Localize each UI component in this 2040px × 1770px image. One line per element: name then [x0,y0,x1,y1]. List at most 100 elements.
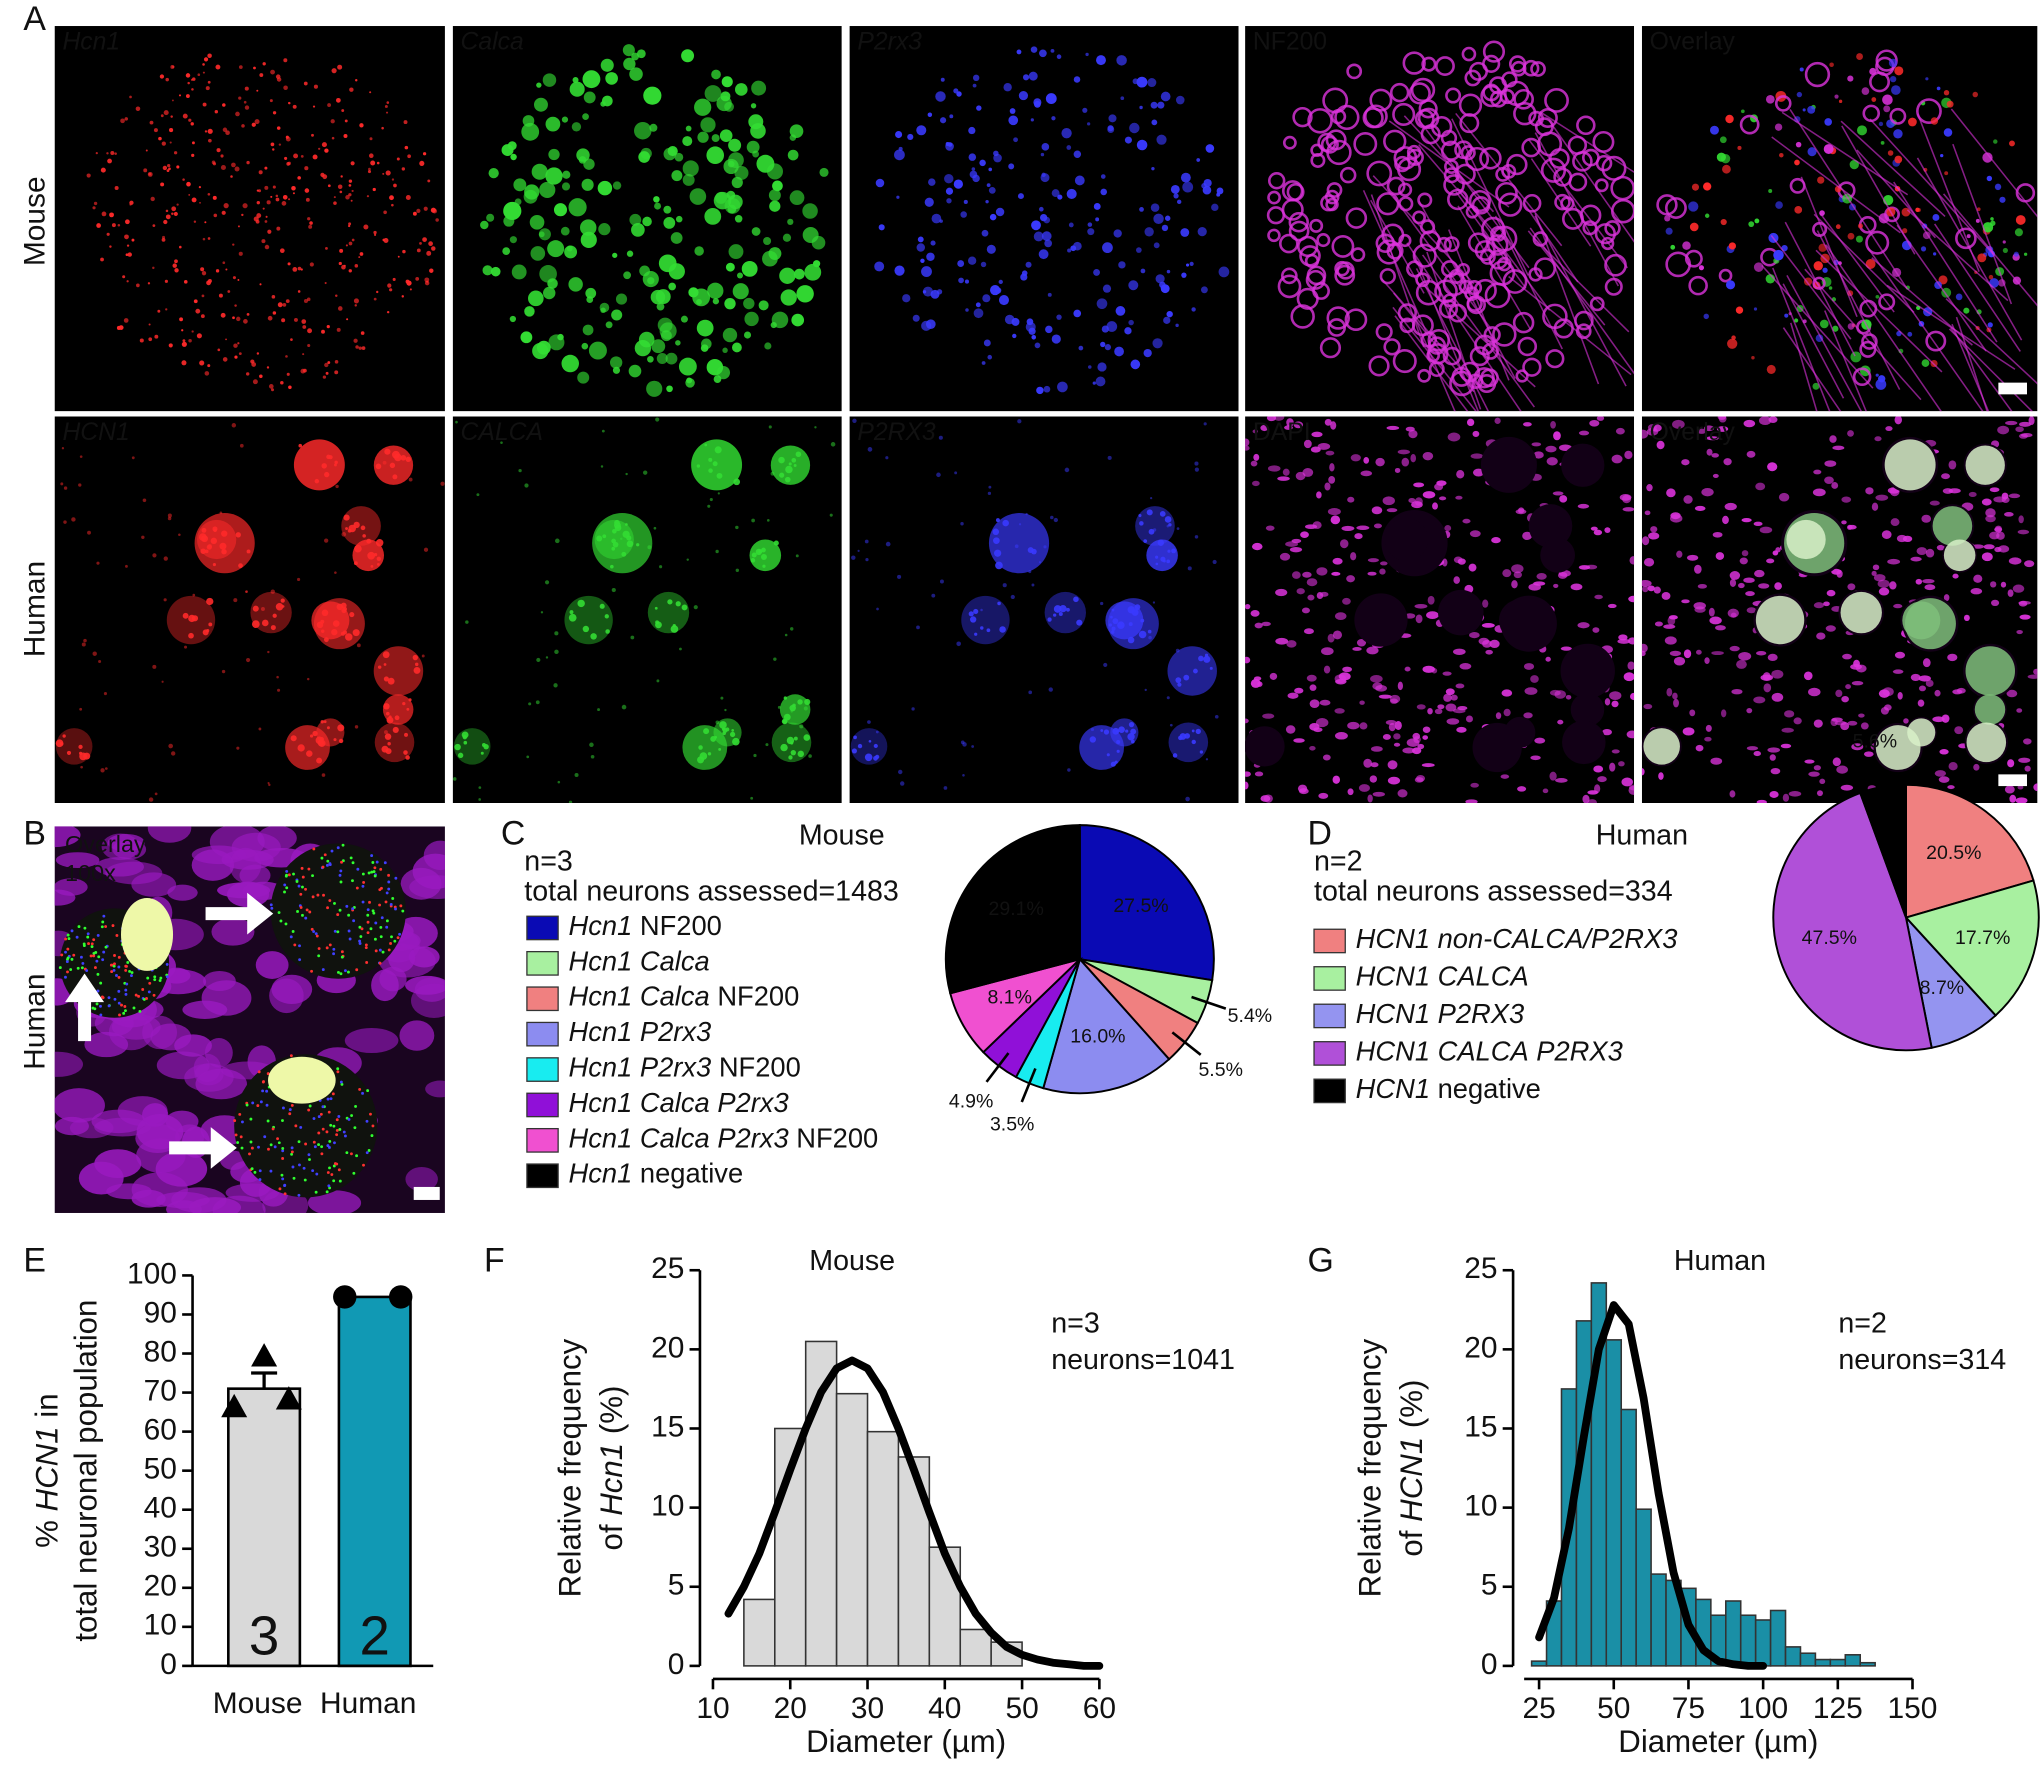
signal [182,339,186,343]
signal [1082,107,1088,113]
speckle [279,919,283,923]
signal [343,134,348,139]
nucleus [1769,754,1776,761]
speckle [1146,509,1153,516]
speckle [351,861,355,865]
speckle [992,528,1000,536]
speckle [379,935,383,939]
nucleus [106,1183,152,1200]
speckle [708,457,713,462]
signal [963,199,968,205]
cell [1350,247,1366,262]
signal [706,146,725,165]
speckle [379,867,383,871]
nucleus [1437,704,1445,710]
speckle [643,470,648,475]
nucleus [1597,776,1607,783]
panel-letter: D [1308,814,1332,852]
nucleus [54,826,81,848]
speckle [390,935,393,939]
speckle [314,478,320,484]
nucleus [1641,536,1650,546]
signal [1085,52,1089,57]
signal [252,379,258,385]
signal [1041,172,1046,178]
signal [787,218,794,226]
cell [285,725,330,770]
signal [1153,242,1160,249]
slice-label: 27.5% [1113,895,1168,917]
signal [236,316,241,322]
speckle [762,564,766,568]
signal [1887,150,1894,156]
signal [1043,216,1051,224]
signal [732,342,742,353]
speckle [317,1143,320,1147]
signal [244,105,250,110]
signal [1988,274,1994,280]
speckle [235,532,241,538]
nucleus [1753,521,1763,526]
signal [188,118,192,122]
row-label: Mouse [18,176,51,266]
speckle [557,780,561,784]
speckle [1066,607,1070,612]
speckle [1076,619,1083,626]
signal [348,193,352,197]
annotation: n=3 [524,845,573,877]
signal [1092,381,1096,385]
speckle [271,1127,275,1131]
signal [297,266,302,271]
signal [1009,108,1016,114]
nucleus [1736,659,1747,669]
speckle [278,1187,282,1191]
signal [545,116,561,132]
nucleus [1593,765,1604,773]
panel-letter: E [23,1241,46,1279]
cell [1865,230,1890,255]
cell [1473,278,1497,303]
speckle [366,908,370,912]
arrow [65,973,105,1042]
signal [259,73,264,77]
speckle [104,767,108,770]
signal [204,371,210,376]
signal [1982,222,1994,233]
x-axis-label: Diameter (µm) [1618,1724,1818,1759]
signal [1095,217,1100,222]
speckle [93,966,97,970]
fiber [1945,298,2038,385]
signal [1664,215,1671,222]
nucleus [1753,751,1761,757]
speckle [281,605,285,608]
text-span: Hcn1 [569,910,633,941]
nucleus [1386,425,1400,431]
speckle [341,532,347,537]
signal [243,319,248,324]
legend-swatch [526,1163,559,1189]
nucleus [1738,651,1752,661]
nucleus [1317,443,1331,450]
speckle [373,866,377,870]
signal [225,268,228,271]
signal [751,80,767,96]
nucleus [1379,561,1388,566]
speckle [361,900,365,904]
signal [1197,227,1207,237]
nucleus [1446,718,1460,725]
nucleus [1694,564,1702,574]
nucleus [1621,777,1633,787]
speckle [85,969,89,972]
speckle [383,663,387,666]
speckle [621,551,627,557]
speckle [408,698,412,702]
nucleus [1445,703,1457,712]
speckle [400,455,407,461]
speckle [362,1163,365,1167]
signal [152,266,155,270]
nucleus [2016,629,2023,635]
signal [968,153,977,161]
signal [303,81,308,86]
signal [214,110,219,114]
signal [1722,164,1731,174]
